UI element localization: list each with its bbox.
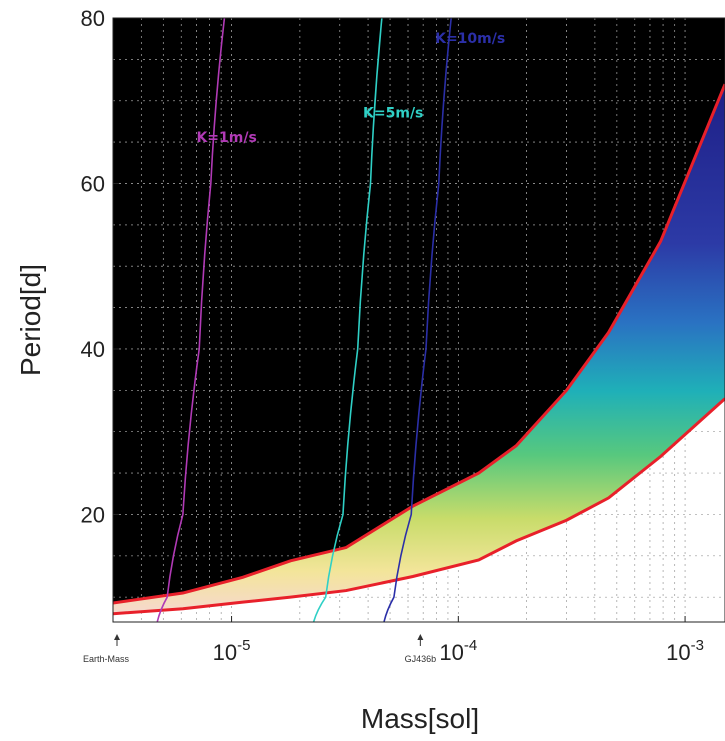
k-curve-2 <box>312 18 383 622</box>
marker-label: GJ436b <box>405 654 437 664</box>
marker-label: Earth-Mass <box>83 654 130 664</box>
axes: 20 40 60 80 10-5 10-4 10-3 Earth-Mass GJ436b <box>81 6 725 665</box>
marker-arrow-head <box>114 634 120 640</box>
region-band <box>113 84 725 614</box>
plot-frame <box>112 17 725 623</box>
region-below <box>113 398 725 622</box>
k-curve-labels: K=1m/s K=5m/s K=10m/s <box>196 31 505 146</box>
solution-region <box>113 18 725 622</box>
upper-boundary-line <box>113 83 725 605</box>
y-tick-label: 40 <box>81 337 105 362</box>
k-curve-label-1: K=1m/s <box>196 130 256 146</box>
k-curve-label-3: K=10m/s <box>435 31 505 47</box>
k-curve-label-2: K=5m/s <box>363 105 423 121</box>
y-tick-label: 80 <box>81 6 105 31</box>
y-tick-label: 20 <box>81 502 105 527</box>
k-curve-3 <box>383 18 452 622</box>
marker-arrow-head <box>417 634 424 640</box>
plot-area: K=1m/s K=5m/s K=10m/s <box>113 18 725 622</box>
k-curves <box>156 18 452 622</box>
y-axis-title: Period[d] <box>15 264 46 376</box>
y-tick-label: 60 <box>81 171 105 196</box>
x-axis-title: Mass[sol] <box>361 703 479 734</box>
x-tick-label: 10-3 <box>666 637 704 665</box>
x-tick-label: 10-4 <box>439 637 477 665</box>
x-tick-label: 10-5 <box>213 637 251 665</box>
k-curve-1 <box>156 18 226 622</box>
lower-boundary-line <box>113 397 725 616</box>
